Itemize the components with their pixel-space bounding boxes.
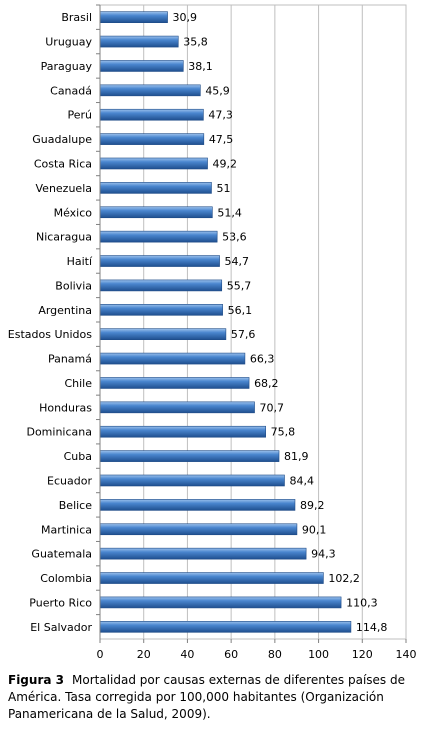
caption-text: Mortalidad por causas externas de difere… — [8, 673, 405, 721]
bar — [99, 328, 227, 340]
value-label: 75,8 — [271, 426, 296, 439]
bar — [99, 523, 298, 536]
x-tick-label: 120 — [352, 648, 373, 661]
category-label: Brasil — [61, 11, 92, 24]
bar — [99, 60, 184, 72]
category-label: Ecuador — [47, 475, 92, 488]
bar — [99, 11, 168, 23]
value-label: 47,3 — [208, 109, 233, 122]
category-label: Martinica — [41, 523, 92, 536]
bar — [99, 206, 213, 219]
value-label: 84,4 — [289, 475, 314, 488]
bar — [99, 547, 307, 560]
bar — [99, 35, 179, 48]
bar — [99, 499, 296, 511]
category-label: Venezuela — [36, 182, 93, 195]
value-label: 94,3 — [311, 548, 336, 561]
category-label: Panamá — [48, 353, 92, 366]
bar — [99, 401, 255, 414]
category-label: Bolivia — [55, 279, 92, 292]
value-label: 66,3 — [250, 353, 274, 366]
value-label: 54,7 — [225, 255, 250, 268]
value-label: 51,4 — [217, 206, 242, 219]
category-label: Costa Rica — [34, 158, 92, 171]
category-label: Honduras — [39, 401, 92, 414]
bar — [99, 572, 324, 584]
x-tick-label: 100 — [308, 648, 329, 661]
bar-chart: 30,9 35,8 38,1 45,9 47,3 47,5 49,2 51 51,4 53,6 54… — [8, 4, 417, 661]
category-label: Guadalupe — [32, 133, 92, 146]
value-label: 90,1 — [302, 523, 327, 536]
bar — [99, 230, 218, 243]
bar — [99, 352, 246, 365]
bar — [99, 133, 205, 145]
value-label: 114,8 — [356, 621, 388, 634]
category-label: Cuba — [64, 450, 92, 463]
bar — [99, 474, 285, 487]
value-label: 81,9 — [284, 450, 309, 463]
category-label: Canadá — [50, 84, 92, 97]
value-label: 30,9 — [173, 11, 198, 24]
value-label: 53,6 — [222, 231, 247, 244]
category-label: Colombia — [40, 572, 92, 585]
bar — [99, 157, 208, 170]
value-label: 56,1 — [228, 304, 253, 317]
category-label: Argentina — [38, 304, 92, 317]
bar — [99, 596, 342, 609]
category-label: México — [54, 206, 93, 219]
bar — [99, 621, 352, 633]
category-label: Belice — [59, 499, 92, 512]
bar — [99, 450, 280, 462]
value-label: 47,5 — [209, 133, 234, 146]
bar — [99, 304, 223, 316]
bar — [99, 279, 223, 292]
bar — [99, 84, 201, 97]
plot-frame — [99, 4, 407, 640]
bar — [99, 108, 204, 121]
value-label: 45,9 — [205, 84, 230, 97]
value-label: 35,8 — [183, 36, 208, 49]
category-label: Paraguay — [41, 60, 93, 73]
x-tick-label: 40 — [180, 648, 194, 661]
bar — [99, 425, 266, 438]
value-label: 89,2 — [300, 499, 325, 512]
category-label: Guatemala — [31, 548, 92, 561]
value-label: 51 — [216, 182, 230, 195]
figure-caption: Figura 3 Mortalidad por causas externas d… — [8, 672, 416, 723]
chart-svg: 30,9 35,8 38,1 45,9 47,3 47,5 49,2 51 51,4 53,6 54… — [8, 4, 417, 661]
category-label: Perú — [67, 109, 92, 122]
x-tick-label: 140 — [396, 648, 417, 661]
category-label: Dominicana — [26, 426, 92, 439]
category-label: Uruguay — [45, 36, 92, 49]
caption-label: Figura 3 — [8, 673, 64, 687]
category-label: Puerto Rico — [29, 596, 92, 609]
value-label: 102,2 — [328, 572, 360, 585]
x-tick-label: 0 — [97, 648, 104, 661]
category-label: El Salvador — [30, 621, 92, 634]
category-label: Haití — [67, 255, 93, 268]
bar — [99, 255, 220, 267]
value-label: 68,2 — [254, 377, 279, 390]
x-tick-label: 80 — [268, 648, 282, 661]
value-label: 110,3 — [346, 596, 378, 609]
bar — [99, 182, 212, 194]
x-tick-label: 20 — [137, 648, 151, 661]
category-label: Nicaragua — [36, 231, 92, 244]
category-label: Chile — [64, 377, 92, 390]
value-label: 49,2 — [213, 158, 238, 171]
value-label: 38,1 — [188, 60, 213, 73]
x-tick-label: 60 — [224, 648, 238, 661]
value-label: 57,6 — [231, 328, 256, 341]
category-label: Estados Unidos — [8, 328, 92, 341]
value-label: 70,7 — [260, 401, 285, 414]
bar — [99, 377, 250, 389]
value-label: 55,7 — [227, 279, 252, 292]
